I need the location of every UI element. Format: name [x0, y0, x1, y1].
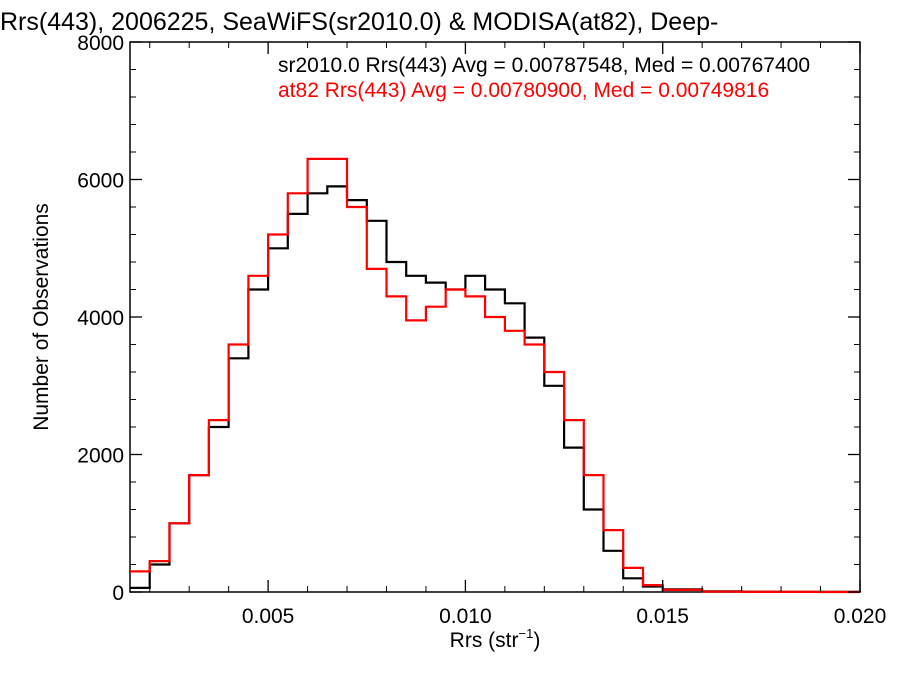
y-tick-label: 8000 [77, 32, 124, 55]
axes: 0.005 0.010 0.015 0.020 0 2000 4000 6000 8000 [77, 32, 886, 628]
series-line-1 [130, 157, 860, 594]
y-tick-label: 2000 [77, 445, 124, 468]
y-tick-label: 4000 [77, 307, 124, 330]
chart-title: Rrs(443), 2006225, SeaWiFS(sr2010.0) & M… [0, 8, 718, 36]
x-axis-label: Rrs (str−1) [450, 626, 541, 652]
x-tick-label: 0.010 [439, 605, 492, 628]
x-axis-label-main: Rrs (str [450, 629, 519, 652]
x-axis-label-tail: ) [533, 629, 540, 652]
annotation-at82: at82 Rrs(443) Avg = 0.00780900, Med = 0.… [278, 79, 769, 102]
y-axis-label: Number of Observations [30, 203, 53, 431]
annotation-sr2010: sr2010.0 Rrs(443) Avg = 0.00787548, Med … [278, 54, 810, 77]
x-axis-label-superscript: −1 [519, 626, 534, 641]
data-layer [130, 157, 862, 594]
y-tick-label: 6000 [77, 170, 124, 193]
x-tick-label: 0.020 [834, 605, 887, 628]
y-tick-label: 0 [112, 582, 124, 605]
x-tick-label: 0.015 [636, 605, 689, 628]
x-tick-label: 0.005 [242, 605, 295, 628]
series-line-0 [130, 185, 862, 593]
